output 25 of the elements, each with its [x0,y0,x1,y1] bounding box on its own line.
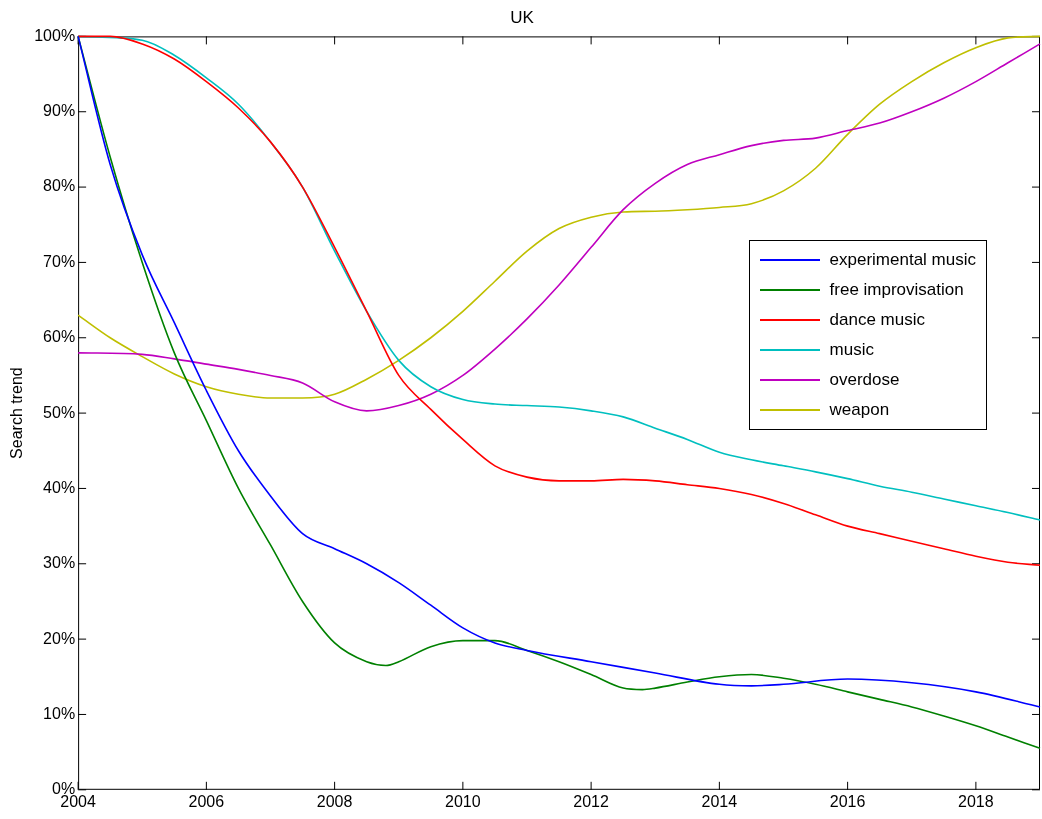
x-tick-label: 2014 [701,792,738,810]
y-tick-label: 40% [43,478,76,496]
legend-label: free improvisation [829,280,964,300]
y-tick-label: 80% [43,177,76,195]
legend-label: music [829,340,874,360]
legend-label: dance music [829,310,925,330]
legend-label: overdose [829,370,900,390]
x-tick-label: 2018 [958,792,994,810]
y-tick-label: 60% [43,328,76,346]
y-tick-label: 10% [43,704,76,722]
y-tick-label: 70% [43,252,76,270]
x-tick-label: 2012 [573,792,610,810]
y-tick-label: 90% [43,102,76,120]
y-tick-label: 100% [34,26,76,44]
legend-label: experimental music [829,250,976,270]
y-axis-title: Search trend [8,367,26,459]
x-tick-label: 2008 [316,792,353,810]
x-tick-label: 2016 [829,792,866,810]
x-tick-label: 2010 [445,792,481,810]
y-tick-label: 50% [43,403,76,421]
y-tick-label: 30% [43,554,76,572]
y-tick-label: 20% [43,629,76,647]
legend-label: weapon [829,400,890,420]
x-tick-label: 2006 [188,792,225,810]
chart-title: UK [510,7,535,27]
